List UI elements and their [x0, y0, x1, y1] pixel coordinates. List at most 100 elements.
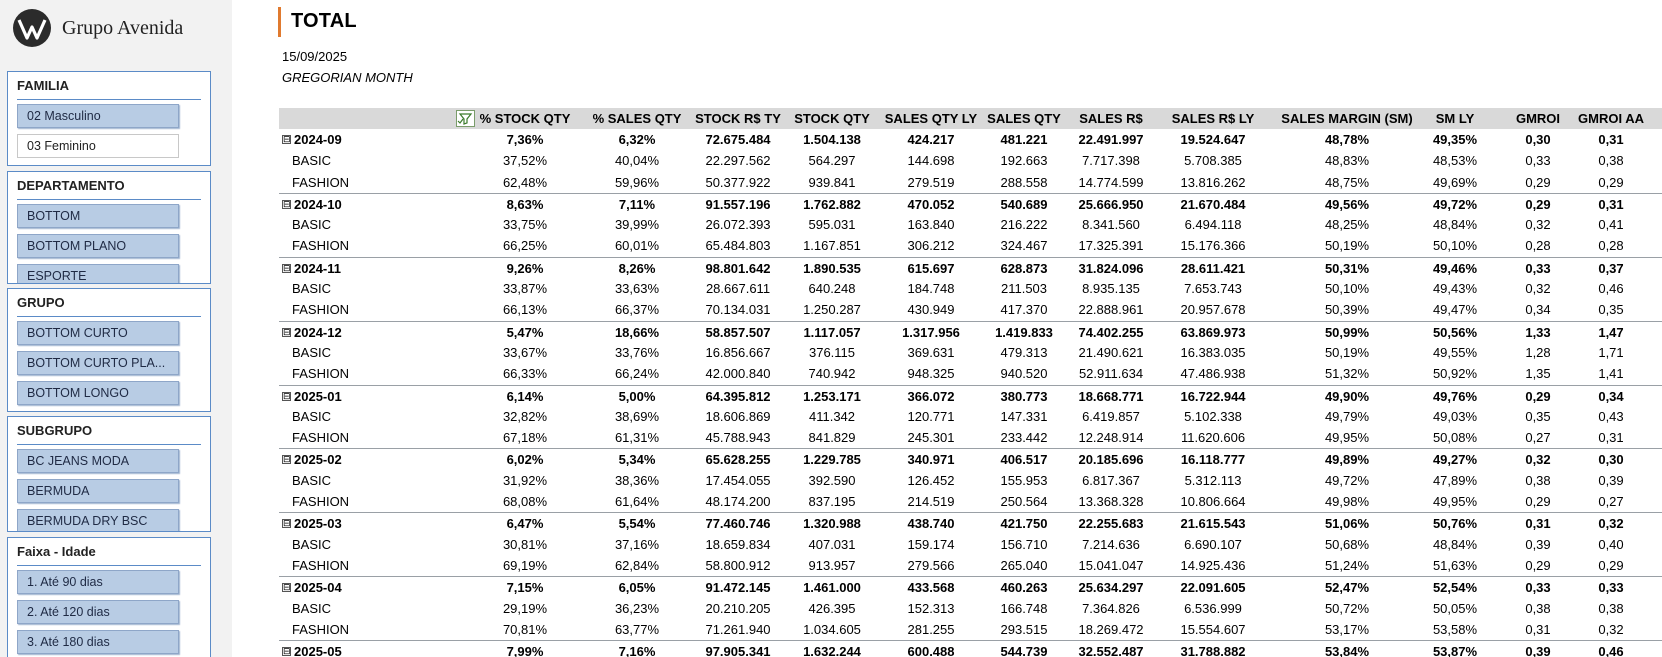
group-total-cell: 406.517	[1000, 452, 1048, 468]
value-cell: 49,95%	[1324, 430, 1370, 446]
value-cell: 163.840	[907, 217, 955, 233]
slicer-item-bottom-plano[interactable]: BOTTOM PLANO	[17, 234, 179, 258]
value-cell: 47.486.938	[1180, 366, 1246, 382]
value-cell: 233.442	[1000, 430, 1048, 446]
slicer-item-02-masculino[interactable]: 02 Masculino	[17, 104, 179, 128]
group-total-cell: 91.557.196	[705, 196, 771, 212]
value-cell: 564.297	[808, 153, 856, 169]
value-cell: 50,92%	[1432, 366, 1478, 382]
value-cell: 1,35	[1525, 366, 1551, 382]
value-cell: 426.395	[808, 600, 856, 616]
slicer-item-ate-90-dias[interactable]: 1. Até 90 dias	[17, 570, 179, 594]
value-cell: 48,83%	[1324, 153, 1370, 169]
group-total-cell: 31.788.882	[1180, 644, 1246, 657]
group-total-cell: 0,29	[1525, 388, 1551, 404]
slicer-item-bottom-curto-plano[interactable]: BOTTOM CURTO PLA...	[17, 351, 179, 375]
group-total-cell: 1.632.244	[803, 644, 861, 657]
row-label: BASIC	[292, 536, 332, 552]
brand-logo: Grupo Avenida	[12, 8, 183, 48]
row-label: FASHION	[292, 366, 350, 382]
group-total-cell: 7,99%	[506, 644, 544, 657]
slicer-item-ate-180-dias[interactable]: 3. Até 180 dias	[17, 630, 179, 654]
value-cell: 939.841	[808, 174, 856, 190]
slicer-item-bc-jeans-moda[interactable]: BC JEANS MODA	[17, 449, 179, 473]
group-total-cell: 1.253.171	[803, 388, 861, 404]
slicer-item-esporte[interactable]: ESPORTE	[17, 264, 179, 283]
group-total-cell: 53,84%	[1324, 644, 1370, 657]
slicer-item-bottom[interactable]: BOTTOM	[17, 204, 179, 228]
value-cell: 53,58%	[1432, 621, 1478, 637]
value-cell: 58.800.912	[705, 557, 771, 573]
value-cell: 49,69%	[1432, 174, 1478, 190]
row-label: FASHION	[292, 302, 350, 318]
value-cell: 49,55%	[1432, 344, 1478, 360]
value-cell: 0,29	[1598, 557, 1624, 573]
value-cell: 65.484.803	[705, 238, 771, 254]
group-label: 2025-05	[294, 644, 342, 657]
value-cell: 0,38	[1525, 472, 1551, 488]
collapse-icon[interactable]: ⊟	[282, 390, 291, 401]
value-cell: 15.554.607	[1180, 621, 1246, 637]
value-cell: 62,48%	[502, 174, 548, 190]
row-label: FASHION	[292, 494, 350, 510]
slicer-item-ate-120-dias[interactable]: 2. Até 120 dias	[17, 600, 179, 624]
row-label: FASHION	[292, 557, 350, 573]
column-header: GMROI AA	[1578, 111, 1644, 126]
value-cell: 1,71	[1598, 344, 1624, 360]
value-cell: 49,47%	[1432, 302, 1478, 318]
slicer-title: GRUPO	[17, 295, 65, 310]
value-cell: 50,68%	[1324, 536, 1370, 552]
value-cell: 48,84%	[1432, 217, 1478, 233]
value-cell: 22.297.562	[705, 153, 771, 169]
collapse-icon[interactable]: ⊟	[282, 262, 291, 273]
collapse-icon[interactable]: ⊟	[282, 646, 291, 657]
group-total-cell: 19.524.647	[1180, 132, 1246, 147]
column-header: SALES MARGIN (SM)	[1281, 111, 1413, 126]
pivot-detail-row: BASIC 30,81% 37,16% 18.659.834 407.031 159.17…	[279, 534, 1662, 555]
value-cell: 0,32	[1598, 621, 1624, 637]
slicer-item-bermuda[interactable]: BERMUDA	[17, 479, 179, 503]
value-cell: 430.949	[907, 302, 955, 318]
collapse-icon[interactable]: ⊟	[282, 134, 291, 144]
filter-icon[interactable]	[456, 110, 475, 127]
value-cell: 0,38	[1525, 600, 1551, 616]
value-cell: 144.698	[907, 153, 955, 169]
slicer-item-03-feminino[interactable]: 03 Feminino	[17, 134, 179, 158]
group-total-cell: 7,16%	[618, 644, 656, 657]
slicer-item-bottom-curto[interactable]: BOTTOM CURTO	[17, 321, 179, 345]
group-total-cell: 58.857.507	[705, 324, 771, 340]
value-cell: 50,08%	[1432, 430, 1478, 446]
slicer-item-bermuda-dry-bsc[interactable]: BERMUDA DRY BSC	[17, 509, 179, 531]
value-cell: 50,19%	[1324, 238, 1370, 254]
group-total-cell: 49,35%	[1432, 132, 1478, 147]
value-cell: 369.631	[907, 344, 955, 360]
group-total-cell: 0,33	[1598, 580, 1624, 596]
group-total-cell: 52,54%	[1432, 580, 1478, 596]
value-cell: 37,16%	[614, 536, 660, 552]
pivot-detail-row: BASIC 33,87% 33,63% 28.667.611 640.248 184.74…	[279, 278, 1662, 299]
value-cell: 265.040	[1000, 557, 1048, 573]
group-total-cell: 1.229.785	[803, 452, 861, 468]
group-total-cell: 16.118.777	[1180, 452, 1246, 468]
row-label: FASHION	[292, 430, 350, 446]
row-label: BASIC	[292, 217, 332, 233]
collapse-icon[interactable]: ⊟	[282, 326, 291, 337]
page-title: TOTAL	[291, 10, 357, 32]
collapse-icon[interactable]: ⊟	[282, 454, 291, 465]
value-cell: 1.250.287	[803, 302, 861, 318]
collapse-icon[interactable]: ⊟	[282, 518, 291, 529]
collapse-icon[interactable]: ⊟	[282, 198, 291, 209]
value-cell: 36,23%	[614, 600, 660, 616]
value-cell: 0,29	[1525, 557, 1551, 573]
pivot-detail-row: FASHION 62,48% 59,96% 50.377.922 939.841 279.…	[279, 172, 1662, 193]
slicer-item-bottom-longo[interactable]: BOTTOM LONGO	[17, 381, 179, 405]
collapse-icon[interactable]: ⊟	[282, 582, 291, 593]
value-cell: 33,67%	[502, 344, 548, 360]
group-total-cell: 50,99%	[1324, 324, 1370, 340]
group-total-cell: 50,31%	[1324, 260, 1370, 276]
value-cell: 39,99%	[614, 217, 660, 233]
value-cell: 14.925.436	[1180, 557, 1246, 573]
brand-name: Grupo Avenida	[62, 16, 184, 39]
slicer-title: Faixa - Idade	[17, 544, 96, 559]
group-total-cell: 32.552.487	[1078, 644, 1144, 657]
